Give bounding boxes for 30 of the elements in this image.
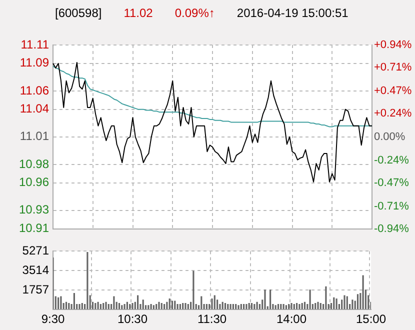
y-tick-label: 10.93 bbox=[18, 202, 50, 217]
y2-tick-label: 0.00% bbox=[374, 130, 406, 143]
y-tick-label: 10.96 bbox=[18, 175, 50, 190]
y-tick-label: 10.98 bbox=[18, 156, 50, 171]
text: 11.02 bbox=[124, 6, 153, 20]
y2-tick-label: -0.94% bbox=[374, 222, 410, 235]
y2-tick-label: +0.47% bbox=[374, 84, 412, 97]
text: 0.09%↑ bbox=[174, 6, 215, 20]
y-tick-label: 10.91 bbox=[18, 221, 50, 236]
y-tick-label: 3514 bbox=[22, 262, 50, 277]
y-tick-label: 5271 bbox=[22, 244, 50, 258]
chart-title: [600598] bbox=[55, 6, 102, 20]
y2-tick-label: -0.24% bbox=[374, 154, 410, 166]
x-tick-label: 15:00 bbox=[356, 312, 386, 326]
x-tick-label: 11:30 bbox=[197, 312, 227, 326]
y-tick-label: 11.06 bbox=[20, 83, 50, 98]
y-tick-label: 11.04 bbox=[20, 102, 50, 116]
y-tick-label: 1757 bbox=[22, 282, 50, 296]
y2-tick-label: +0.94% bbox=[374, 39, 412, 52]
y2-tick-label: +0.71% bbox=[374, 62, 412, 74]
x-tick-label: 14:00 bbox=[276, 312, 307, 326]
text: 2016-04-19 15:00:51 bbox=[236, 6, 348, 20]
y-tick-label: 11.01 bbox=[20, 129, 50, 144]
x-tick-label: 10:30 bbox=[117, 312, 148, 326]
y2-tick-label: -0.47% bbox=[374, 176, 410, 189]
x-tick-label: 9:30 bbox=[41, 312, 65, 326]
y2-tick-label: +0.24% bbox=[374, 107, 412, 120]
y-tick-label: 11.11 bbox=[20, 37, 50, 52]
y-tick-label: 11.09 bbox=[20, 56, 50, 70]
y2-tick-label: -0.71% bbox=[374, 200, 410, 212]
